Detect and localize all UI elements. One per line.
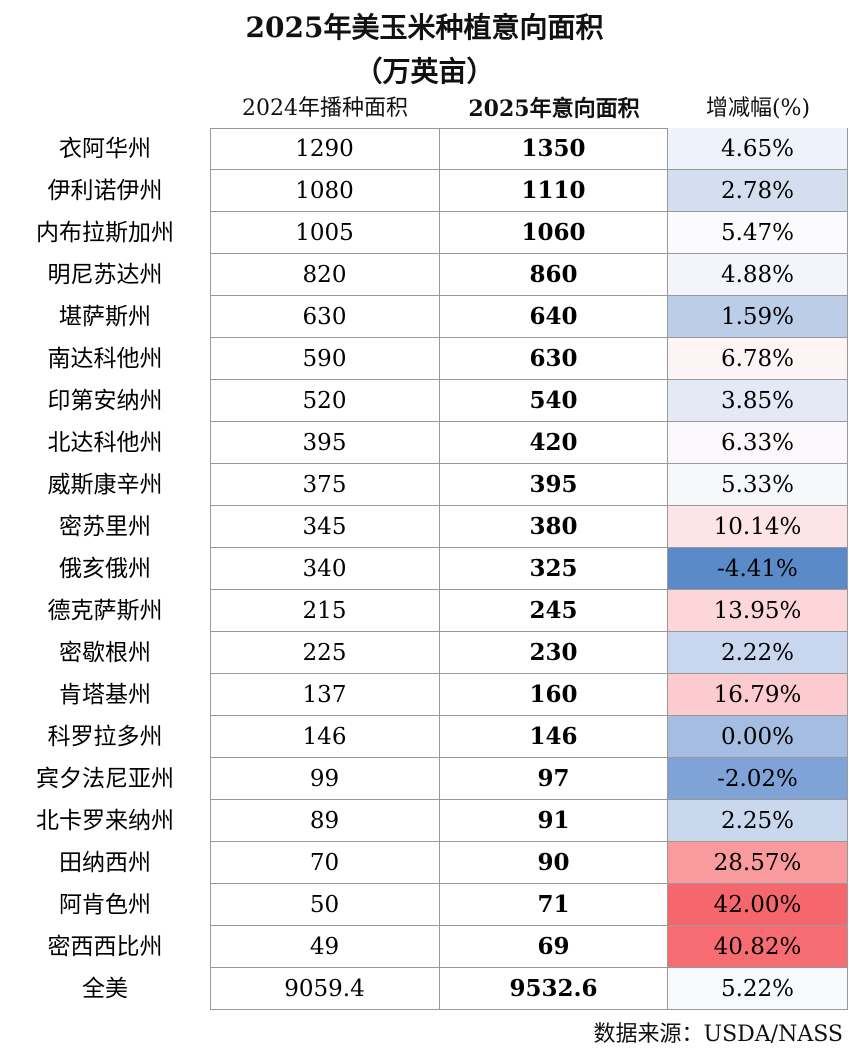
- cell: 50: [210, 884, 440, 926]
- title: 2025年美玉米种植意向面积: [245, 11, 604, 44]
- header: 2025年意向面积: [468, 96, 640, 122]
- cell: 1060: [440, 212, 668, 254]
- cell: 146: [440, 716, 668, 758]
- cell: 28.57%: [668, 842, 848, 884]
- cell: 97: [440, 758, 668, 800]
- cell: 5.33%: [668, 464, 848, 506]
- cell: 6.33%: [668, 422, 848, 464]
- cell: 2.22%: [668, 632, 848, 674]
- cell: 5.22%: [668, 968, 848, 1010]
- cell: -2.02%: [668, 758, 848, 800]
- cell: 70: [210, 842, 440, 884]
- row-label: 密歇根州: [59, 640, 151, 666]
- cell: 225: [210, 632, 440, 674]
- row-label: 俄亥俄州: [59, 556, 151, 582]
- cell: 42.00%: [668, 884, 848, 926]
- row-label: 南达科他州: [47, 346, 163, 372]
- cell: 10.14%: [668, 506, 848, 548]
- cell: 590: [210, 338, 440, 380]
- source: 数据来源：USDA/NASS: [593, 1022, 843, 1047]
- cell: 69: [440, 926, 668, 968]
- cell: 160: [440, 674, 668, 716]
- cell: 540: [440, 380, 668, 422]
- table-border: [210, 128, 211, 1010]
- header: 2024年播种面积: [242, 96, 408, 121]
- cell: 820: [210, 254, 440, 296]
- cell: 1350: [440, 128, 668, 170]
- cell: 16.79%: [668, 674, 848, 716]
- cell: 89: [210, 800, 440, 842]
- cell: 630: [210, 296, 440, 338]
- cell: 245: [440, 590, 668, 632]
- cell: 9532.6: [440, 968, 668, 1010]
- cell: 71: [440, 884, 668, 926]
- row-label: 科罗拉多州: [47, 724, 163, 750]
- cell: 1110: [440, 170, 668, 212]
- cell: 9059.4: [210, 968, 440, 1010]
- cell: 6.78%: [668, 338, 848, 380]
- cell: 90: [440, 842, 668, 884]
- cell: 5.47%: [668, 212, 848, 254]
- row-label: 印第安纳州: [47, 388, 163, 414]
- cell: 860: [440, 254, 668, 296]
- cell: 340: [210, 548, 440, 590]
- cell: 3.85%: [668, 380, 848, 422]
- row-label: 北卡罗来纳州: [36, 808, 174, 834]
- cell: 1080: [210, 170, 440, 212]
- row-label: 衣阿华州: [59, 136, 151, 162]
- row-label: 密西西比州: [47, 934, 163, 960]
- row-label: 全美: [82, 976, 128, 1002]
- subtitle: （万英亩）: [354, 55, 495, 88]
- table-border: [210, 128, 848, 129]
- cell: 395: [210, 422, 440, 464]
- row-label: 密苏里州: [59, 514, 151, 540]
- cell: 1005: [210, 212, 440, 254]
- cell: 630: [440, 338, 668, 380]
- row-label: 宾夕法尼亚州: [36, 766, 174, 792]
- cell: 1290: [210, 128, 440, 170]
- row-label: 堪萨斯州: [59, 304, 151, 330]
- cell: 230: [440, 632, 668, 674]
- row-label: 田纳西州: [59, 850, 151, 876]
- cell: 375: [210, 464, 440, 506]
- cell: 146: [210, 716, 440, 758]
- cell: -4.41%: [668, 548, 848, 590]
- cell: 395: [440, 464, 668, 506]
- row-label: 伊利诺伊州: [47, 178, 163, 204]
- cell: 420: [440, 422, 668, 464]
- row-label: 明尼苏达州: [47, 262, 163, 288]
- cell: 91: [440, 800, 668, 842]
- row-label: 肯塔基州: [59, 682, 151, 708]
- cell: 2.78%: [668, 170, 848, 212]
- cell: 0.00%: [668, 716, 848, 758]
- row-label: 北达科他州: [47, 430, 163, 456]
- row-label: 阿肯色州: [59, 892, 151, 918]
- cell: 520: [210, 380, 440, 422]
- cell: 2.25%: [668, 800, 848, 842]
- row-label: 内布拉斯加州: [36, 220, 174, 246]
- cell: 137: [210, 674, 440, 716]
- cell: 4.65%: [668, 128, 848, 170]
- cell: 640: [440, 296, 668, 338]
- cell: 40.82%: [668, 926, 848, 968]
- cell: 4.88%: [668, 254, 848, 296]
- cell: 99: [210, 758, 440, 800]
- cell: 345: [210, 506, 440, 548]
- cell: 1.59%: [668, 296, 848, 338]
- header: 增减幅(%): [705, 96, 811, 121]
- cell: 215: [210, 590, 440, 632]
- cell: 13.95%: [668, 590, 848, 632]
- cell: 49: [210, 926, 440, 968]
- row-label: 威斯康辛州: [47, 472, 163, 498]
- cell: 380: [440, 506, 668, 548]
- cell: 325: [440, 548, 668, 590]
- row-label: 德克萨斯州: [47, 598, 163, 624]
